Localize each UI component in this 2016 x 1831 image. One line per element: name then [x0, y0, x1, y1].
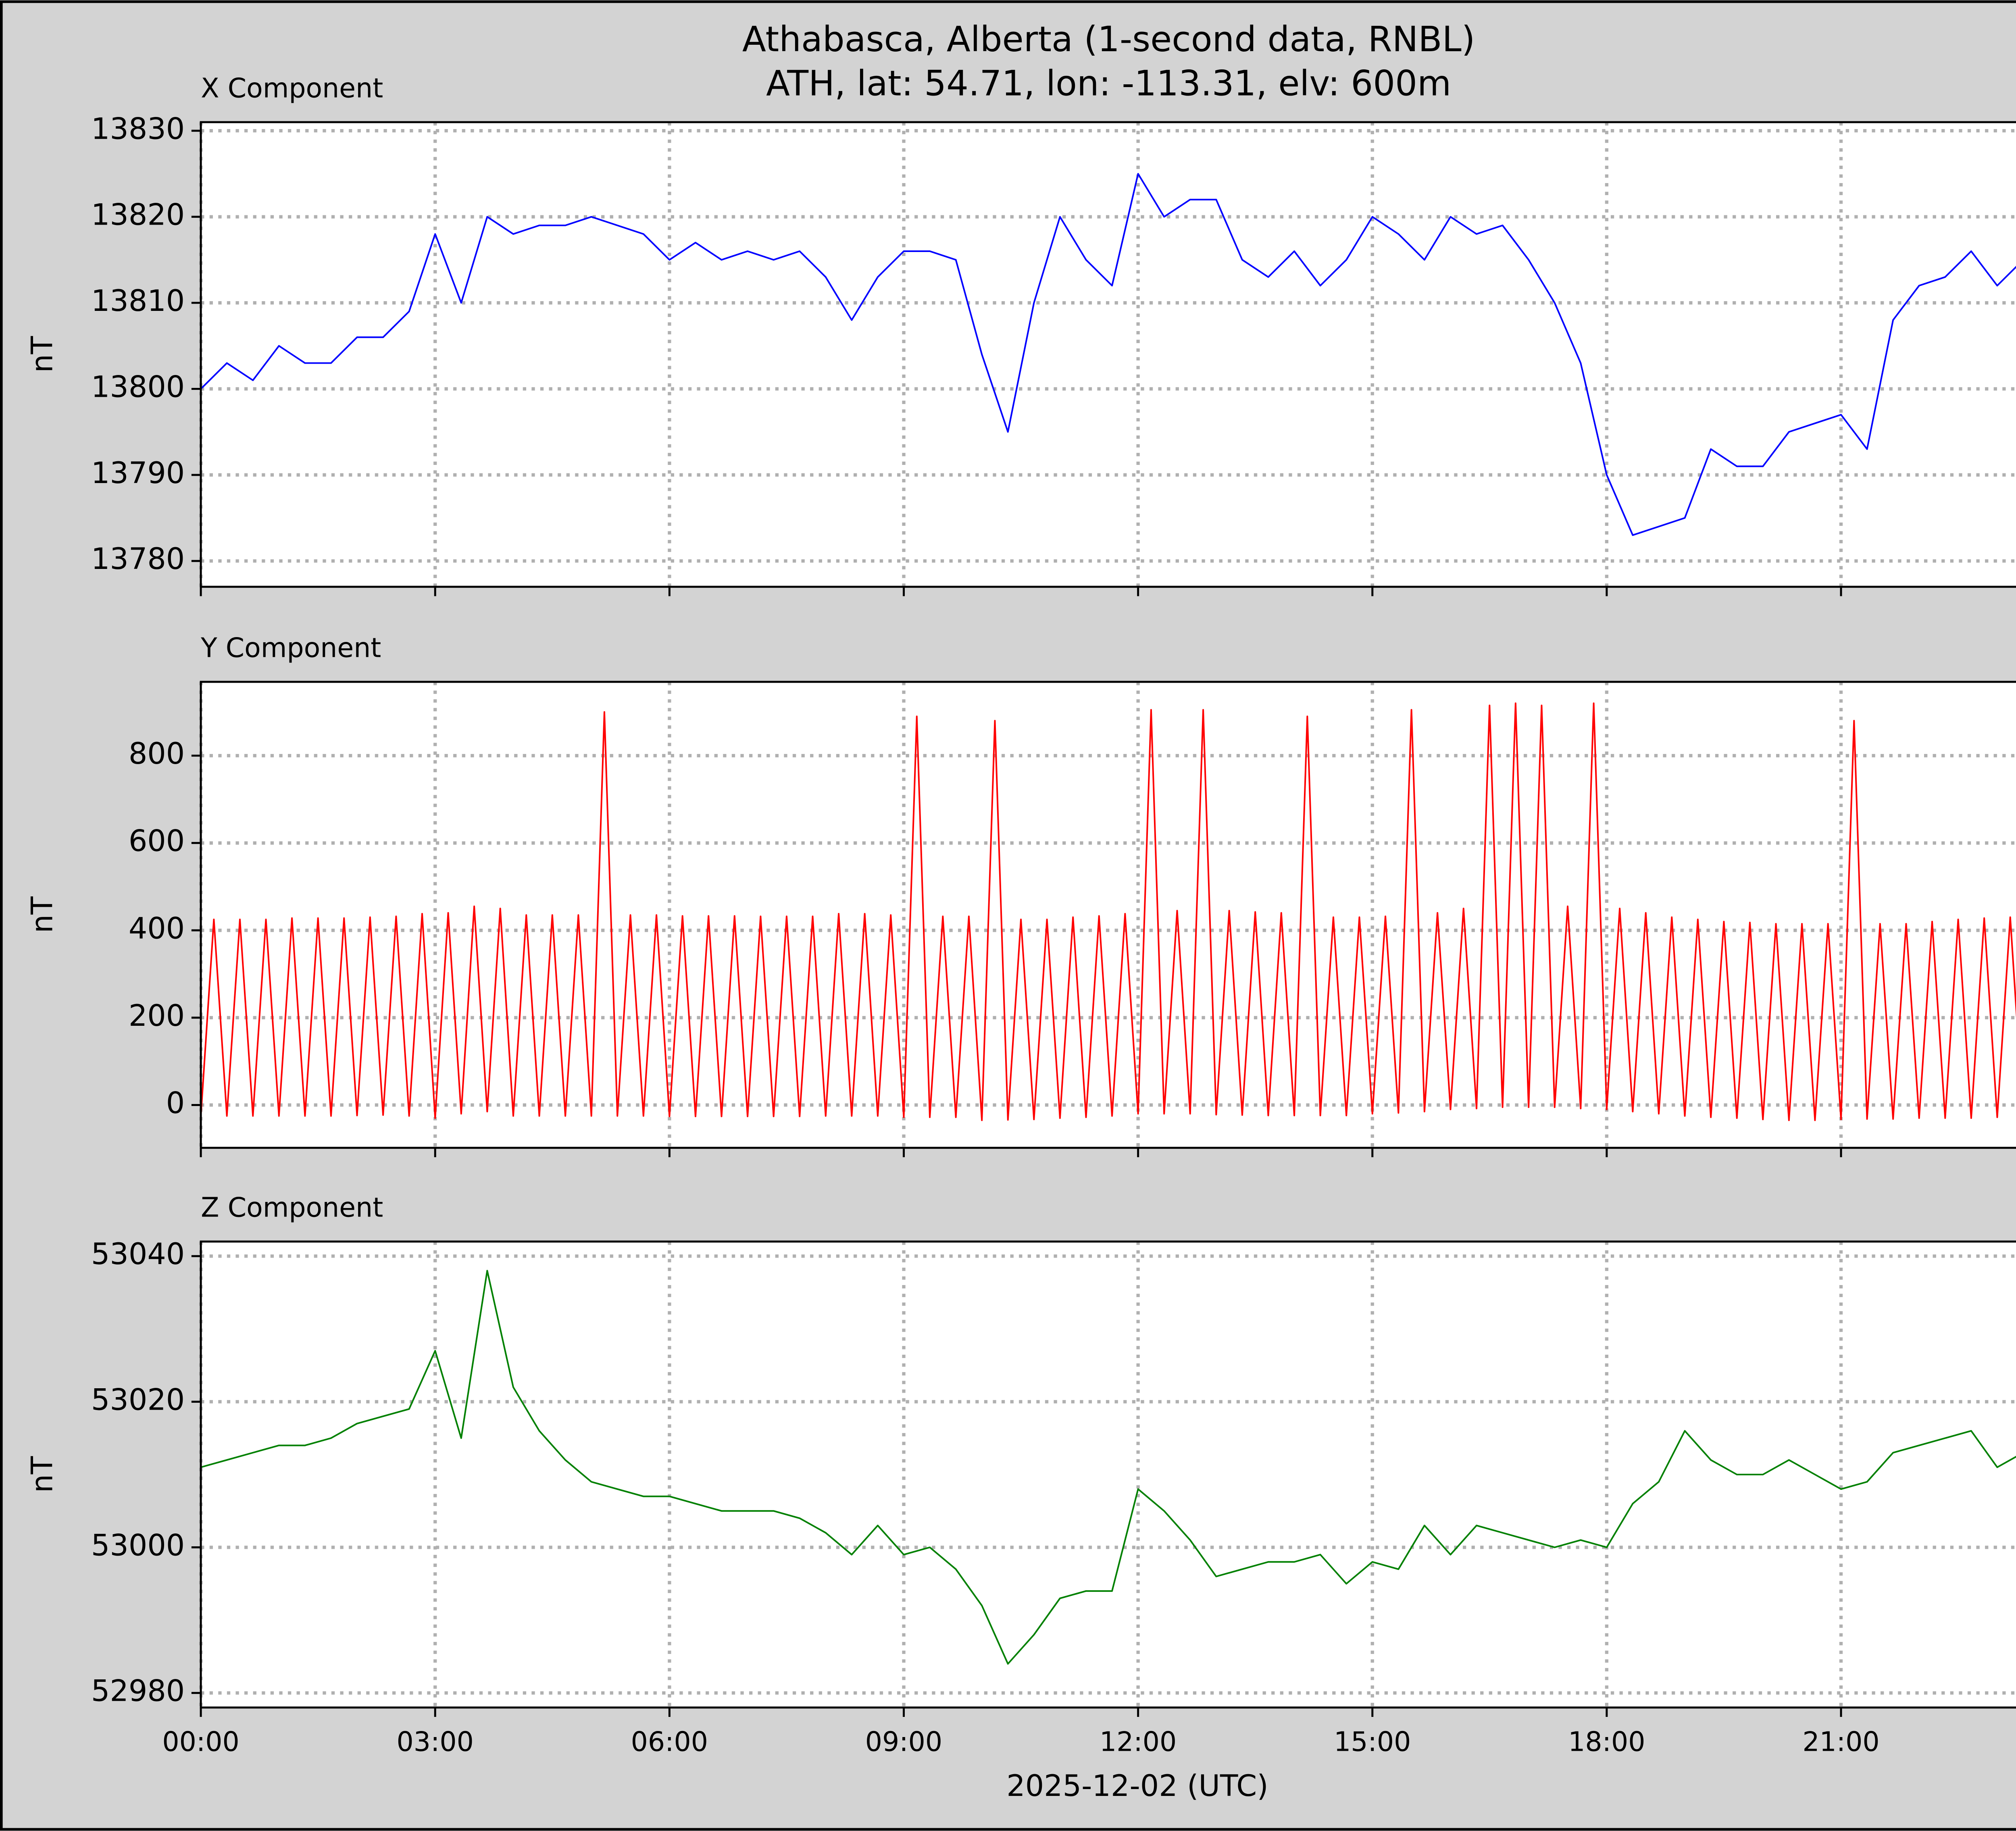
panel-title: X Component	[201, 72, 383, 104]
x-tick-label: 12:00	[1100, 1726, 1177, 1757]
plot-frame	[200, 681, 2016, 1149]
y-tick-label: 53040	[91, 1237, 185, 1271]
y-axis-label: nT	[25, 896, 60, 933]
x-tick-label: 03:00	[397, 1726, 474, 1757]
y-tick-label: 200	[129, 999, 185, 1033]
y-tick-label: 53000	[91, 1529, 185, 1563]
y-tick-label: 800	[129, 737, 185, 771]
y-tick-label: 13810	[91, 284, 185, 318]
x-tick-label: 06:00	[631, 1726, 708, 1757]
y-axis-label: nT	[25, 1456, 60, 1493]
y-tick-label: 13780	[91, 542, 185, 576]
x-tick-label: 18:00	[1568, 1726, 1645, 1757]
x-axis-label: 2025-12-02 (UTC)	[1006, 1769, 1268, 1803]
y-tick-label: 400	[129, 911, 185, 946]
x-tick-label: 00:00	[162, 1726, 239, 1757]
y-tick-label: 0	[166, 1086, 185, 1121]
panel-title: Y Component	[200, 632, 381, 663]
y-axis-label: nT	[25, 336, 60, 373]
x-tick-label: 21:00	[1802, 1726, 1879, 1757]
y-tick-label: 53020	[91, 1383, 185, 1417]
y-tick-label: 600	[129, 824, 185, 858]
y-tick-label: 13790	[91, 456, 185, 490]
figure-title: Athabasca, Alberta (1-second data, RNBL)	[742, 19, 1475, 60]
y-tick-label: 13830	[91, 112, 185, 146]
data-line	[200, 173, 2016, 536]
y-tick-label: 13820	[91, 198, 185, 232]
figure-subtitle: ATH, lat: 54.71, lon: -113.31, elv: 600m	[766, 64, 1451, 104]
data-line	[200, 702, 2016, 1121]
panel-title: Z Component	[201, 1192, 383, 1223]
data-line	[200, 1270, 2016, 1665]
plot-frame	[200, 1240, 2016, 1709]
x-tick-label: 15:00	[1334, 1726, 1411, 1757]
plot-area	[201, 1241, 2016, 1708]
y-tick-label: 13800	[91, 370, 185, 404]
plot-frame	[200, 121, 2016, 588]
plot-area	[201, 122, 2016, 587]
x-tick-label: 09:00	[865, 1726, 942, 1757]
y-tick-label: 52980	[91, 1674, 185, 1708]
